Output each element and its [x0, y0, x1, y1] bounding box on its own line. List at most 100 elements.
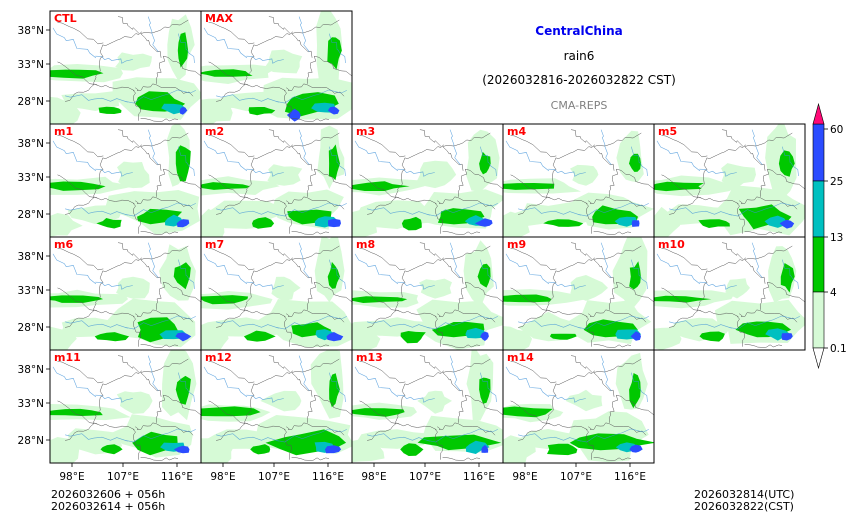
river-line: [729, 202, 800, 217]
rain-area-light: [50, 213, 83, 237]
rain-area-torrential: [324, 445, 342, 454]
province-borders: [510, 129, 654, 235]
border-line: [57, 287, 98, 311]
rain-area-torrential: [326, 332, 344, 342]
river-line: [216, 320, 279, 329]
river-line: [178, 33, 195, 64]
border-line: [593, 372, 615, 397]
rain-area-moderate: [201, 295, 249, 305]
river-line: [427, 315, 498, 330]
rain-area-moderate: [327, 37, 342, 70]
rain-area-moderate: [654, 181, 704, 192]
border-line: [140, 146, 162, 171]
river-line: [427, 202, 498, 217]
panel-label: CTL: [54, 12, 77, 25]
lat-tick-label: 33°N: [18, 285, 44, 297]
panel-m10: m10: [653, 236, 806, 351]
river-line: [178, 372, 195, 403]
border-line: [208, 174, 249, 198]
river-line: [298, 355, 310, 391]
border-line: [286, 309, 307, 318]
border-line: [95, 84, 135, 91]
panel-map: [50, 242, 201, 350]
rain-area-moderate: [50, 408, 103, 416]
river-line: [147, 242, 159, 278]
rain-area-light: [201, 327, 229, 350]
river-line: [518, 433, 581, 442]
rivers: [203, 355, 347, 443]
rain-area-moderate: [699, 331, 725, 342]
border-line: [246, 84, 286, 91]
river-line: [367, 207, 430, 216]
panel-m1: m1: [49, 123, 202, 238]
border-line: [291, 118, 330, 122]
river-line: [699, 281, 737, 290]
border-line: [57, 22, 104, 45]
rain-area-light: [416, 160, 457, 189]
rain-area-moderate: [400, 331, 426, 344]
border-line: [208, 22, 255, 45]
panel-m2: m2: [200, 123, 353, 238]
colorbar: 0.1 4 13 25 60: [812, 102, 847, 370]
river-line: [65, 433, 128, 442]
border-line: [661, 248, 708, 271]
border-line: [57, 135, 104, 158]
rivers: [52, 355, 196, 443]
river-line: [329, 146, 346, 177]
panel-CTL: CTL: [49, 10, 202, 125]
panel-map: [201, 237, 352, 350]
border-line: [253, 372, 291, 385]
border-line: [767, 168, 805, 189]
border-line: [736, 315, 745, 347]
border-line: [155, 56, 166, 84]
border-line: [545, 270, 557, 311]
river-line: [276, 428, 347, 443]
lat-tick-label: 28°N: [18, 209, 44, 221]
rain-area-light: [352, 317, 441, 337]
river-line: [505, 140, 550, 172]
river-line: [203, 253, 248, 285]
province-borders: [661, 129, 805, 235]
border-line: [706, 146, 744, 159]
rain-area-light: [503, 211, 530, 237]
river-line: [729, 315, 800, 330]
border-line: [314, 55, 352, 76]
province-borders: [208, 16, 352, 122]
border-line: [545, 383, 557, 424]
border-line: [291, 146, 313, 171]
border-line: [306, 169, 317, 197]
border-line: [291, 19, 340, 34]
rain-area-heavy: [614, 216, 637, 227]
lat-tick-label: 33°N: [18, 398, 44, 410]
rivers: [505, 129, 649, 217]
border-line: [585, 202, 594, 234]
river-line: [578, 202, 649, 217]
border-line: [518, 422, 549, 441]
rain-area-torrential: [327, 106, 340, 115]
rain-area-moderate: [252, 217, 275, 229]
border-line: [135, 196, 156, 205]
colorbar-label: 25: [830, 176, 843, 188]
border-line: [155, 282, 166, 310]
border-line: [397, 197, 437, 204]
border-line: [593, 245, 642, 260]
panel-frame: [653, 236, 806, 351]
border-line: [314, 394, 352, 415]
border-line: [253, 33, 291, 46]
border-line: [608, 395, 619, 423]
rivers: [505, 242, 649, 330]
variable-title: rain6: [563, 49, 595, 63]
border-line: [510, 135, 557, 158]
rain-area-light: [201, 98, 233, 124]
rivers: [203, 242, 347, 330]
border-line: [359, 400, 400, 424]
river-line: [548, 168, 586, 177]
border-line: [140, 344, 179, 348]
rain-area-light: [115, 52, 152, 71]
lat-tick-label: 33°N: [18, 172, 44, 184]
panel-label: m6: [54, 238, 73, 251]
river-line: [95, 168, 133, 177]
panel-map: [352, 350, 503, 463]
border-line: [442, 358, 491, 373]
border-line: [759, 282, 770, 310]
